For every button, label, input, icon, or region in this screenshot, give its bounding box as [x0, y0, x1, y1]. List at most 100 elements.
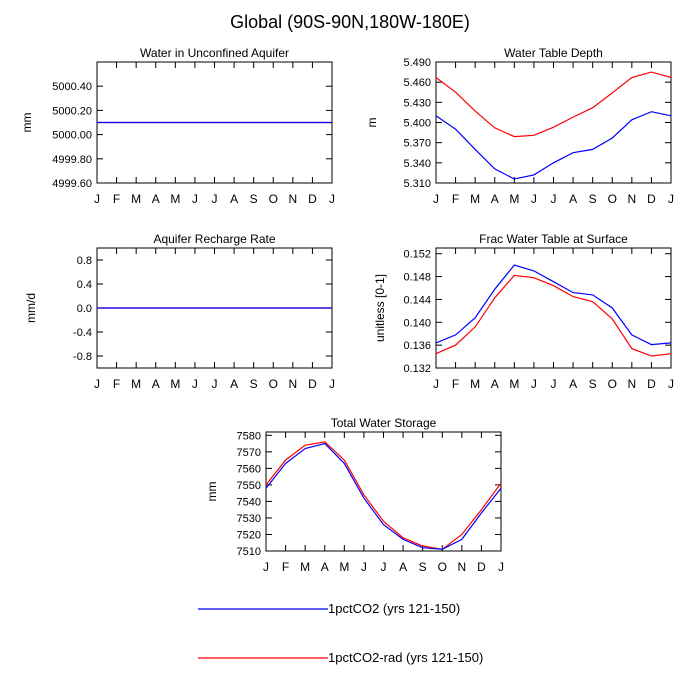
chart-4: Frac Water Table at Surface unitless [0-1… [373, 232, 674, 391]
x-tick-label: F [452, 377, 459, 391]
y-tick-label: 5.310 [403, 178, 431, 190]
y-tick-label: 0.144 [403, 294, 431, 306]
y-tick-label: 5.340 [403, 158, 431, 170]
y-tick-label: 7510 [237, 546, 261, 558]
y-tick-label: 5.400 [403, 118, 431, 130]
x-tick-label: M [509, 377, 519, 391]
x-tick-label: N [288, 192, 297, 206]
x-tick-label: J [263, 560, 269, 574]
y-tick-label: 5.490 [403, 57, 431, 69]
x-tick-label: O [608, 192, 617, 206]
series-line-2 [435, 274, 672, 357]
y-tick-label: 0.8 [77, 255, 92, 267]
series-line-1 [435, 264, 672, 346]
y-axis-label: mm/d [24, 293, 38, 323]
x-tick-label: D [308, 192, 317, 206]
page-title: Global (90S-90N,180W-180E) [230, 12, 470, 32]
x-tick-label: D [477, 560, 486, 574]
y-tick-label: 5.460 [403, 77, 431, 89]
x-tick-label: J [531, 377, 537, 391]
y-axis-label: mm [205, 482, 219, 502]
x-tick-label: M [470, 377, 480, 391]
x-tick-label: A [230, 192, 238, 206]
y-tick-label: 0.4 [77, 279, 92, 291]
x-tick-label: J [212, 377, 218, 391]
x-tick-label: J [94, 377, 100, 391]
x-tick-label: A [152, 192, 160, 206]
x-tick-label: J [668, 192, 674, 206]
x-tick-label: J [498, 560, 504, 574]
x-tick-label: O [269, 377, 278, 391]
x-tick-label: O [269, 192, 278, 206]
x-tick-label: A [491, 377, 499, 391]
legend [198, 608, 328, 659]
x-tick-label: J [551, 377, 557, 391]
chart-title: Water Table Depth [504, 46, 603, 60]
y-axis-label: unitless [0-1] [373, 274, 387, 342]
x-tick-label: J [329, 377, 335, 391]
y-tick-label: -0.4 [73, 327, 92, 339]
y-tick-label: 0.140 [403, 317, 431, 329]
legend-label-2: 1pctCO2-rad (yrs 121-150) [328, 650, 484, 665]
chart-title: Aquifer Recharge Rate [153, 232, 275, 246]
x-tick-label: J [433, 192, 439, 206]
x-tick-label: N [627, 192, 636, 206]
x-tick-label: F [452, 192, 459, 206]
y-tick-label: 0.0 [77, 303, 92, 315]
x-tick-label: O [608, 377, 617, 391]
y-axis-label: m [365, 118, 379, 128]
y-tick-label: 7570 [237, 447, 261, 459]
x-tick-label: N [288, 377, 297, 391]
y-tick-label: 7560 [237, 463, 261, 475]
y-tick-label: 0.132 [403, 363, 431, 375]
chart-title: Water in Unconfined Aquifer [140, 46, 289, 60]
x-tick-label: S [419, 560, 427, 574]
y-tick-label: 7580 [237, 430, 261, 442]
y-tick-label: 7550 [237, 480, 261, 492]
x-tick-label: S [589, 377, 597, 391]
y-tick-label: 4999.80 [52, 154, 92, 166]
x-tick-label: O [438, 560, 447, 574]
plot-frame [435, 61, 672, 184]
x-tick-label: N [627, 377, 636, 391]
x-tick-label: M [509, 192, 519, 206]
y-tick-label: 5000.00 [52, 130, 92, 142]
y-tick-label: 0.136 [403, 340, 431, 352]
x-tick-label: N [457, 560, 466, 574]
x-tick-label: F [113, 377, 120, 391]
x-tick-label: J [531, 192, 537, 206]
x-tick-label: A [321, 560, 329, 574]
y-axis-label: mm [20, 113, 34, 133]
y-tick-label: 5.370 [403, 138, 431, 150]
x-tick-label: M [131, 377, 141, 391]
y-tick-label: 5000.40 [52, 81, 92, 93]
x-tick-label: J [192, 377, 198, 391]
x-tick-label: J [94, 192, 100, 206]
x-tick-label: A [152, 377, 160, 391]
series-line-1 [265, 442, 502, 550]
x-tick-label: F [113, 192, 120, 206]
x-tick-label: J [551, 192, 557, 206]
x-tick-label: F [282, 560, 289, 574]
x-tick-label: J [192, 192, 198, 206]
y-tick-label: 5000.20 [52, 105, 92, 117]
y-tick-label: 0.148 [403, 272, 431, 284]
x-tick-label: A [491, 192, 499, 206]
x-tick-label: J [381, 560, 387, 574]
y-tick-label: 7530 [237, 513, 261, 525]
chart-title: Total Water Storage [331, 416, 437, 430]
y-tick-label: -0.8 [73, 351, 92, 363]
x-tick-label: M [300, 560, 310, 574]
x-tick-label: M [170, 377, 180, 391]
legend-label-1: 1pctCO2 (yrs 121-150) [328, 601, 461, 616]
x-tick-label: J [668, 377, 674, 391]
x-tick-label: J [212, 192, 218, 206]
x-tick-label: J [329, 192, 335, 206]
x-tick-label: A [230, 377, 238, 391]
